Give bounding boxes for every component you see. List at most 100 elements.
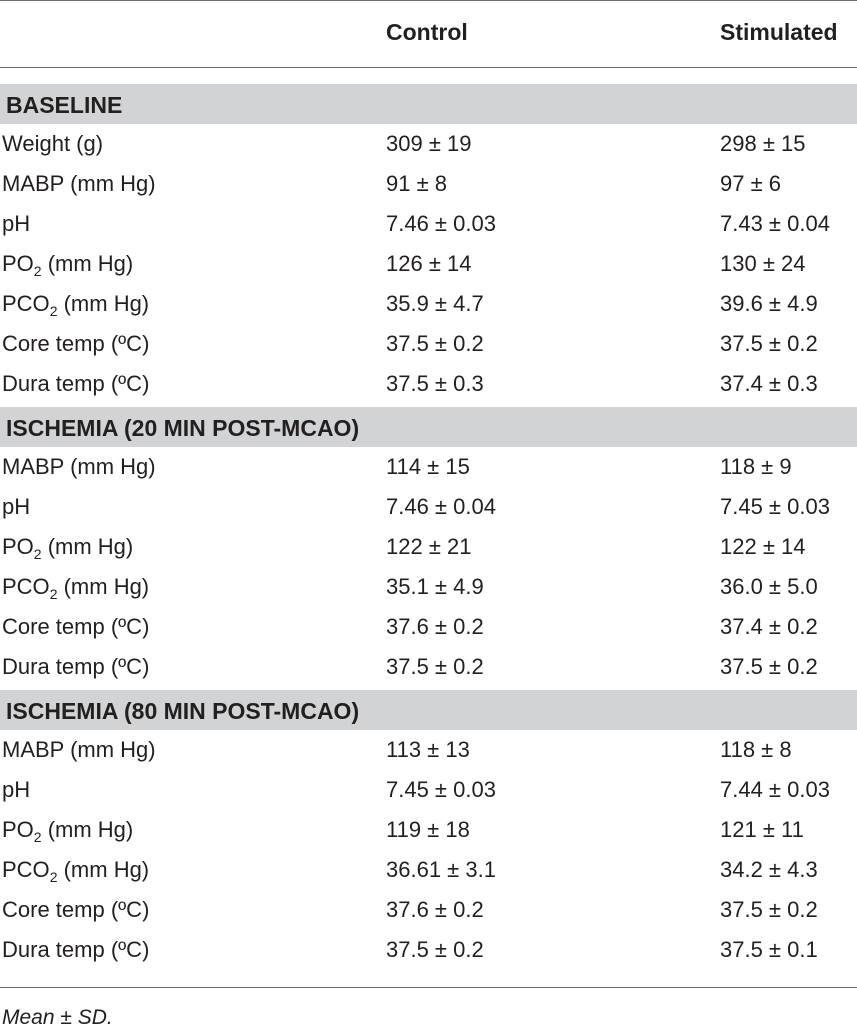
section-title: ISCHEMIA (80 MIN POST-MCAO)	[6, 698, 360, 724]
parameter-label: pH	[2, 487, 30, 527]
parameter-label: PCO2 (mm Hg)	[2, 284, 149, 324]
parameter-name: Dura temp (ºC)	[2, 654, 150, 679]
table-row: MABP (mm Hg) 114 ± 15 118 ± 9	[0, 447, 857, 487]
parameter-name: MABP (mm Hg)	[2, 454, 156, 479]
stimulated-value: 118 ± 9	[720, 454, 792, 479]
section-header: BASELINE	[0, 84, 857, 124]
parameter-label: PCO2 (mm Hg)	[2, 850, 149, 890]
stimulated-value: 37.5 ± 0.2	[720, 331, 818, 356]
table-row: MABP (mm Hg) 91 ± 8 97 ± 6	[0, 164, 857, 204]
stimulated-value: 7.43 ± 0.04	[720, 211, 830, 236]
table-row: pH 7.46 ± 0.03 7.43 ± 0.04	[0, 204, 857, 244]
stimulated-value: 121 ± 11	[720, 817, 804, 842]
table-row: Dura temp (ºC) 37.5 ± 0.3 37.4 ± 0.3	[0, 364, 857, 404]
control-value: 35.1 ± 4.9	[386, 574, 484, 599]
stimulated-value: 37.5 ± 0.2	[720, 897, 818, 922]
stimulated-value: 130 ± 24	[720, 251, 806, 276]
control-value: 37.5 ± 0.2	[386, 654, 484, 679]
parameter-label: Weight (g)	[2, 124, 103, 164]
header-stimulated: Stimulated	[720, 19, 838, 45]
stimulated-value: 118 ± 8	[720, 737, 792, 762]
control-value: 122 ± 21	[386, 534, 472, 559]
parameter-label: Dura temp (ºC)	[2, 647, 149, 687]
parameter-label: Core temp (ºC)	[2, 324, 149, 364]
table-row: MABP (mm Hg) 113 ± 13 118 ± 8	[0, 730, 857, 770]
control-value: 35.9 ± 4.7	[386, 291, 484, 316]
parameter-label: PCO2 (mm Hg)	[2, 567, 149, 607]
parameter-name: Weight (g)	[2, 131, 104, 156]
parameter-label: PO2 (mm Hg)	[2, 527, 133, 567]
parameter-name: PO	[2, 817, 34, 842]
parameter-label: pH	[2, 204, 30, 244]
stimulated-value: 34.2 ± 4.3	[720, 857, 818, 882]
table-row: Core temp (ºC) 37.6 ± 0.2 37.5 ± 0.2	[0, 890, 857, 930]
parameter-label: Core temp (ºC)	[2, 890, 149, 930]
section-header: ISCHEMIA (20 MIN POST-MCAO)	[0, 407, 857, 447]
parameter-name: PCO	[2, 857, 50, 882]
table-row: Dura temp (ºC) 37.5 ± 0.2 37.5 ± 0.2	[0, 647, 857, 687]
control-value: 36.61 ± 3.1	[386, 857, 496, 882]
parameter-label: pH	[2, 770, 30, 810]
parameter-unit: (mm Hg)	[57, 291, 150, 316]
parameter-subscript: 2	[49, 869, 58, 885]
parameter-name: PO	[2, 534, 34, 559]
stimulated-value: 37.5 ± 0.2	[720, 654, 818, 679]
control-value: 91 ± 8	[386, 171, 448, 196]
stimulated-value: 37.4 ± 0.3	[720, 371, 818, 396]
parameter-label: MABP (mm Hg)	[2, 730, 156, 770]
table-top-rule	[0, 0, 857, 1]
control-value: 113 ± 13	[386, 737, 470, 762]
parameter-label: MABP (mm Hg)	[2, 164, 156, 204]
stimulated-value: 298 ± 15	[720, 131, 806, 156]
control-value: 37.5 ± 0.3	[386, 371, 484, 396]
table-row: Dura temp (ºC) 37.5 ± 0.2 37.5 ± 0.1	[0, 930, 857, 970]
parameter-subscript: 2	[33, 546, 42, 562]
control-value: 114 ± 15	[386, 454, 470, 479]
parameter-subscript: 2	[33, 263, 42, 279]
table-row: Core temp (ºC) 37.5 ± 0.2 37.5 ± 0.2	[0, 324, 857, 364]
parameter-name: Dura temp (ºC)	[2, 371, 150, 396]
parameter-subscript: 2	[49, 586, 58, 602]
control-value: 37.6 ± 0.2	[386, 897, 484, 922]
table-row: Core temp (ºC) 37.6 ± 0.2 37.4 ± 0.2	[0, 607, 857, 647]
parameter-label: Core temp (ºC)	[2, 607, 149, 647]
parameter-subscript: 2	[33, 829, 42, 845]
stimulated-value: 39.6 ± 4.9	[720, 291, 818, 316]
parameter-name: PO	[2, 251, 34, 276]
control-value: 309 ± 19	[386, 131, 472, 156]
parameter-label: PO2 (mm Hg)	[2, 244, 133, 284]
table-row: pH 7.45 ± 0.03 7.44 ± 0.03	[0, 770, 857, 810]
section-title: BASELINE	[6, 92, 123, 118]
stimulated-value: 97 ± 6	[720, 171, 782, 196]
section-header: ISCHEMIA (80 MIN POST-MCAO)	[0, 690, 857, 730]
parameter-name: pH	[2, 211, 31, 236]
parameter-name: Core temp (ºC)	[2, 331, 150, 356]
control-value: 37.6 ± 0.2	[386, 614, 484, 639]
header-control: Control	[386, 19, 468, 45]
parameter-label: Dura temp (ºC)	[2, 930, 149, 970]
parameter-subscript: 2	[49, 303, 58, 319]
stimulated-value: 36.0 ± 5.0	[720, 574, 818, 599]
stimulated-value: 122 ± 14	[720, 534, 806, 559]
table-bottom-rule	[0, 987, 857, 988]
parameter-name: Core temp (ºC)	[2, 614, 150, 639]
table-row: Weight (g) 309 ± 19 298 ± 15	[0, 124, 857, 164]
control-value: 37.5 ± 0.2	[386, 331, 484, 356]
header-rule	[0, 67, 857, 68]
table-row: PCO2 (mm Hg) 36.61 ± 3.1 34.2 ± 4.3	[0, 850, 857, 890]
stimulated-value: 7.45 ± 0.03	[720, 494, 830, 519]
stimulated-value: 7.44 ± 0.03	[720, 777, 830, 802]
parameter-name: pH	[2, 494, 31, 519]
table-row: PCO2 (mm Hg) 35.1 ± 4.9 36.0 ± 5.0	[0, 567, 857, 607]
table-row: PCO2 (mm Hg) 35.9 ± 4.7 39.6 ± 4.9	[0, 284, 857, 324]
parameter-unit: (mm Hg)	[57, 857, 150, 882]
parameter-label: PO2 (mm Hg)	[2, 810, 133, 850]
control-value: 7.46 ± 0.03	[386, 211, 496, 236]
parameter-name: MABP (mm Hg)	[2, 737, 156, 762]
control-value: 7.46 ± 0.04	[386, 494, 496, 519]
table-footnote: Mean ± SD.	[2, 1006, 113, 1029]
table-row: PO2 (mm Hg) 122 ± 21 122 ± 14	[0, 527, 857, 567]
parameter-unit: (mm Hg)	[57, 574, 150, 599]
stimulated-value: 37.4 ± 0.2	[720, 614, 818, 639]
parameter-name: PCO	[2, 574, 50, 599]
